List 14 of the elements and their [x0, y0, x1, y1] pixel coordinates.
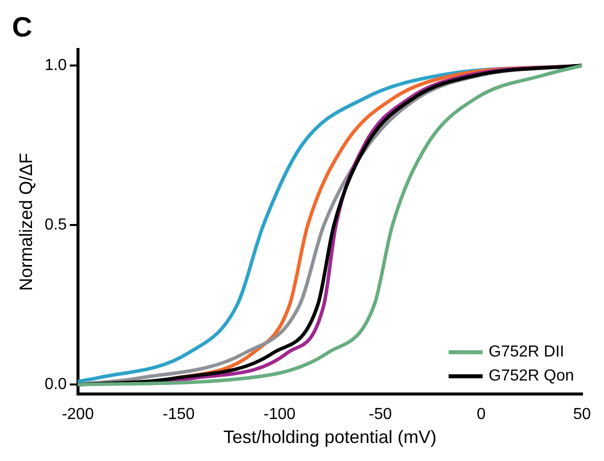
x-tick-label: -100 [263, 406, 296, 424]
y-axis-title: Normalized Q/ΔF [16, 152, 36, 291]
x-tick-label: 0 [476, 406, 486, 424]
legend-label: G752R Qon [488, 368, 574, 385]
x-tick-label: -200 [62, 406, 94, 424]
x-tick-label: 50 [573, 406, 591, 424]
x-tick-label: -50 [368, 406, 392, 424]
legend-label: G752R DII [488, 344, 564, 361]
x-tick-label: -150 [162, 406, 195, 424]
chart-title: C [12, 12, 32, 43]
y-tick-label: 0.0 [44, 376, 67, 394]
x-axis-title: Test/holding potential (mV) [223, 427, 436, 448]
y-tick-label: 1.0 [44, 56, 67, 74]
y-tick-label: 0.5 [44, 216, 67, 234]
